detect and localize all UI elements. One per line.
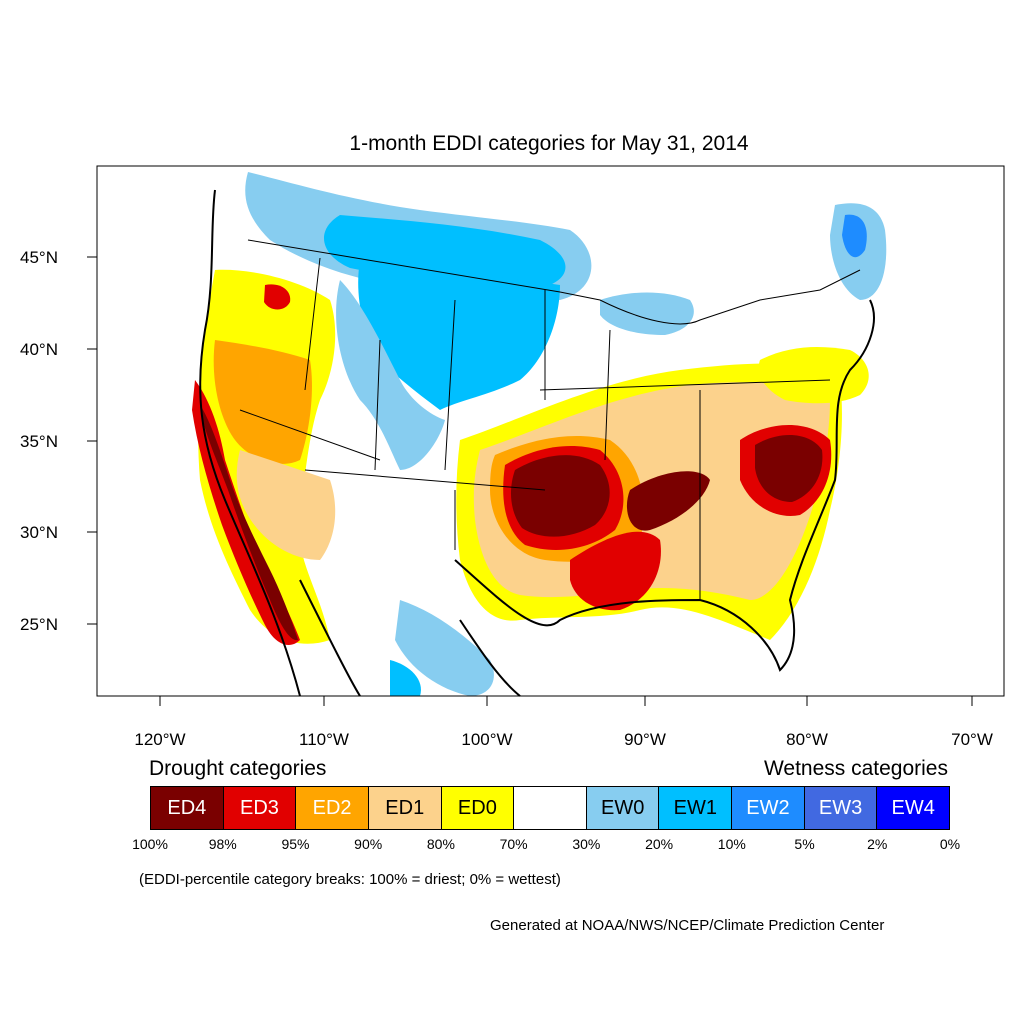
lat-axis: 45°N 40°N 35°N 30°N 25°N — [20, 248, 97, 634]
category-note: (EDDI-percentile category breaks: 100% =… — [139, 871, 561, 888]
lon-label-90: 90°W — [624, 730, 666, 749]
state-lines — [239, 257, 831, 600]
mexico-coastline — [299, 579, 521, 697]
great-lakes-wet — [600, 292, 694, 335]
us-canada-border — [247, 239, 861, 325]
map-fields — [192, 172, 887, 696]
legend-box-ed4: ED4 — [151, 787, 224, 829]
wetness-heading: Wetness categories — [763, 757, 948, 780]
mexico-wet-spot — [390, 660, 421, 696]
lat-label-45: 45°N — [20, 248, 58, 267]
legend-box-ed2: ED2 — [296, 787, 369, 829]
plains-wet-fringe — [336, 280, 445, 470]
oklahoma-ed4 — [510, 455, 610, 537]
idaho-dry-spot — [264, 284, 291, 310]
legend-box-none — [514, 787, 587, 829]
break-label: 95% — [281, 836, 310, 852]
legend-box-ed3: ED3 — [223, 787, 297, 829]
west-coastline — [199, 189, 301, 697]
boundaries — [199, 189, 875, 697]
legend-box-ew0: EW0 — [586, 787, 660, 829]
quebec-wet-core — [842, 214, 867, 258]
plains-wet-region — [358, 260, 560, 410]
lon-axis: 120°W 110°W 100°W 90°W 80°W 70°W — [134, 696, 993, 749]
carolinas-ed4 — [755, 434, 823, 502]
lon-label-100: 100°W — [461, 730, 512, 749]
texas-coast-wet — [395, 600, 494, 696]
break-label: 20% — [645, 836, 674, 852]
lat-label-30: 30°N — [20, 523, 58, 542]
tennessee-ed4 — [626, 471, 710, 531]
map-frame — [96, 165, 1005, 697]
lat-label-25: 25°N — [20, 615, 58, 634]
break-label: 0% — [939, 836, 961, 852]
legend-box-ed1: ED1 — [368, 787, 442, 829]
california-ed4-core — [200, 405, 298, 641]
lon-label-120: 120°W — [134, 730, 185, 749]
break-label: 100% — [132, 836, 168, 852]
credit-line: Generated at NOAA/NWS/NCEP/Climate Predi… — [490, 917, 885, 934]
category-legend: ED4 ED3 ED2 ED1 ED0 EW0 EW1 EW2 EW3 EW4 — [150, 786, 950, 830]
california-ed4 — [192, 380, 300, 645]
lower-miss-ed3 — [570, 531, 661, 611]
break-label: 10% — [717, 836, 746, 852]
drought-heading: Drought categories — [149, 757, 327, 780]
category-breaks: 100% 98% 95% 90% 80% 70% 30% 20% 10% 5% 2% 0% — [132, 836, 960, 856]
lat-label-40: 40°N — [20, 340, 58, 359]
lat-label-35: 35°N — [20, 432, 58, 451]
legend-box-ew4: EW4 — [877, 787, 950, 829]
legend-box-ew2: EW2 — [732, 787, 805, 829]
break-label: 98% — [208, 836, 237, 852]
break-label: 5% — [794, 836, 815, 852]
break-label: 30% — [572, 836, 601, 852]
break-label: 70% — [499, 836, 528, 852]
map-title: 1-month EDDI categories for May 31, 2014 — [349, 132, 749, 155]
break-label: 2% — [867, 836, 888, 852]
southwest-d1 — [236, 450, 336, 560]
legend-box-ed0: ED0 — [441, 787, 515, 829]
legend-box-ew3: EW3 — [804, 787, 878, 829]
legend-box-ew1: EW1 — [659, 787, 733, 829]
great-basin-d2 — [213, 340, 312, 464]
break-label: 80% — [426, 836, 455, 852]
lon-label-110: 110°W — [299, 730, 349, 749]
gulf-coastline — [454, 299, 875, 672]
lon-label-70: 70°W — [951, 730, 993, 749]
break-label: 90% — [354, 836, 383, 852]
lon-label-80: 80°W — [786, 730, 828, 749]
